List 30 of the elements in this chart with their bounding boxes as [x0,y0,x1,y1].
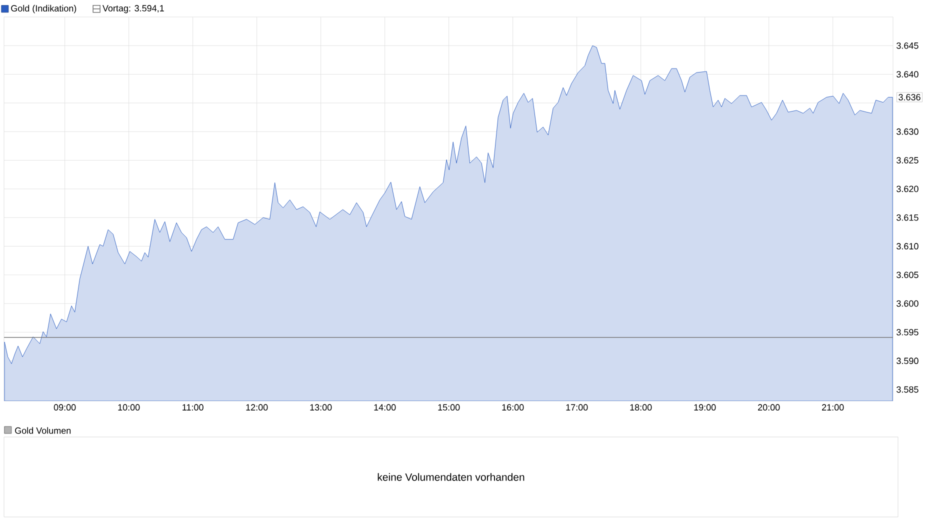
x-tick-label: 13:00 [310,404,332,411]
annotation: 3.636 [898,94,920,100]
y-tick-label: 3.590 [896,358,918,364]
x-tick-label: 16:00 [502,404,524,411]
legend-label: Vortag: 3.594,1 [102,5,164,14]
y-tick-label: 3.605 [896,272,918,278]
y-tick-label: 3.620 [896,186,918,192]
y-tick-label: 3.625 [896,157,918,164]
text: Gold Volumen [15,427,71,434]
y-tick-label: 3.615 [896,214,918,221]
x-tick-label: 10:00 [118,404,140,411]
text: keine Volumendaten vorhanden [378,473,524,481]
x-tick-label: 19:00 [694,404,716,411]
x-tick-label: 12:00 [246,404,268,411]
x-tick-label: 17:00 [566,404,588,411]
x-tick-label: 18:00 [630,404,652,411]
y-tick-label: 3.630 [896,128,918,135]
x-tick-label: 15:00 [438,404,460,411]
y-tick-label: 3.595 [896,329,918,336]
y-tick-label: 3.640 [896,71,918,78]
x-tick-label: 11:00 [182,404,204,411]
y-tick-label: 3.600 [896,300,918,307]
x-tick-label: 14:00 [374,404,396,411]
legend-label: Gold (Indikation) [11,4,76,14]
y-tick-label: 3.645 [896,42,918,49]
y-tick-label: 3.610 [896,243,918,250]
x-tick-label: 20:00 [758,404,780,411]
x-tick-label: 09:00 [54,404,76,411]
y-tick-label: 3.585 [896,386,918,393]
x-tick-label: 21:00 [822,404,844,411]
